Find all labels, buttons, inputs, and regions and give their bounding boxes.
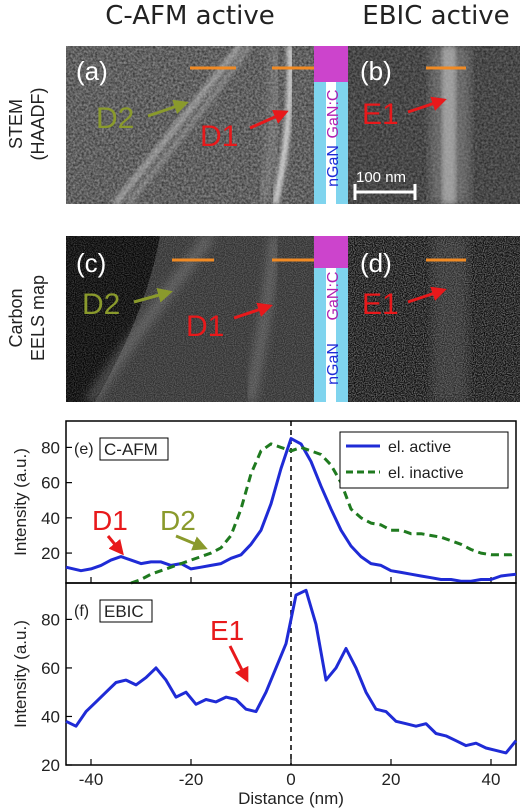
row-label-eels: Carbon EELS map (6, 275, 48, 361)
panel-c-d1-label: D1 (186, 310, 224, 343)
panel-b-image (348, 46, 520, 204)
plot-e-series (65, 437, 517, 585)
plot-f-ylabel: Intensity (a.u.) (11, 620, 30, 728)
plot-e: 20 40 60 80 (e) C-AFM el. active el. inacti… (11, 420, 517, 585)
panel-d-image (348, 236, 520, 402)
strip-bottom-white (326, 268, 336, 402)
plot-e-legend-active: el. active (388, 439, 451, 456)
panel-a-d2-label: D2 (96, 102, 134, 135)
plot-e-ytick-label-1: 40 (41, 509, 60, 528)
row-label-eels-line1: Carbon (6, 288, 26, 347)
row-label-stem: STEM (HAADF) (6, 88, 48, 161)
panel-b-e1-label: E1 (362, 98, 399, 131)
plot-f-xlabel: Distance (nm) (238, 789, 344, 808)
row-label-eels-line2: EELS map (28, 275, 48, 361)
plot-f: 20 40 60 80 -40 -20 0 20 40 (f) EBIC E1 Intensi… (11, 582, 518, 808)
plot-e-d1-arrow (106, 535, 124, 556)
plot-f-ytick-label-3: 80 (41, 610, 60, 629)
strip-top-white (326, 82, 336, 204)
panel-a-d1-label: D1 (200, 120, 238, 153)
panel-c-d1-arrow (233, 302, 273, 320)
plot-e-ytick-label-0: 20 (41, 544, 60, 563)
scalebar-label: 100 nm (356, 169, 406, 186)
panel-c-d2-label: D2 (82, 288, 120, 321)
panel-c-d2-arrow (133, 287, 173, 304)
plot-f-ytick-label-2: 60 (41, 659, 60, 678)
plot-e-legend-inactive: el. inactive (388, 465, 464, 482)
plot-f-xtick-label-2: 0 (286, 770, 295, 789)
plot-f-series (65, 588, 518, 755)
strip-top-gan-label: GaN:C (325, 90, 342, 139)
plot-f-panel-label: (f) (74, 603, 89, 620)
panel-d-label: (d) (360, 248, 392, 278)
plot-f-ytick-label-1: 40 (41, 707, 60, 726)
panel-d-e1-label: E1 (362, 288, 399, 321)
plot-f-ytick-label-0: 20 (41, 756, 60, 775)
plot-e-ylabel: Intensity (a.u.) (11, 448, 30, 556)
plot-e-tag: C-AFM (104, 440, 158, 459)
panel-b-e1-arrow (407, 96, 447, 114)
plot-f-series-0 (65, 588, 518, 755)
plot-f-e1-label: E1 (210, 615, 244, 646)
panel-b-label: (b) (360, 56, 392, 86)
plot-f-xtick-label-3: 20 (382, 770, 401, 789)
panel-a-image (66, 46, 314, 204)
strip-bottom-gan-label: GaN:C (325, 272, 342, 321)
plot-e-series-1 (130, 442, 517, 585)
row-label-stem-line2: (HAADF) (28, 88, 48, 161)
plot-e-legend-box (339, 431, 509, 489)
plot-f-xtick-label-4: 40 (482, 770, 501, 789)
plot-e-d2-label: D2 (160, 505, 196, 536)
panel-a-label: (a) (76, 56, 108, 86)
plot-e-yticks: 20 40 60 80 (41, 438, 72, 563)
strip-top-ngan-label: nGaN (325, 145, 342, 187)
panel-c-image (66, 236, 314, 402)
plot-f-yticks: 20 40 60 80 (41, 610, 72, 775)
strip-top-magenta (314, 46, 348, 82)
plot-e-ytick-label-2: 60 (41, 474, 60, 493)
panel-d-e1-arrow (407, 286, 447, 304)
panel-a-d2-arrow (147, 99, 189, 118)
header-cafm: C-AFM active (105, 1, 274, 31)
plot-f-xticks: -40 -20 0 20 40 (79, 759, 501, 789)
plot-f-xtick-label-0: -40 (79, 770, 104, 789)
plot-f-xtick-label-1: -20 (179, 770, 204, 789)
strip-bottom-ngan-label: nGaN (325, 343, 342, 385)
row-label-stem-line1: STEM (6, 99, 26, 149)
panel-c-label: (c) (76, 248, 106, 278)
plot-e-ytick-label-3: 80 (41, 438, 60, 457)
strip-bottom-magenta (314, 236, 348, 268)
plot-e-d2-arrow (175, 534, 208, 551)
plot-f-tag: EBIC (104, 602, 144, 621)
header-ebic: EBIC active (362, 1, 509, 31)
panel-a-d1-arrow (249, 110, 289, 130)
plot-f-tag-box (99, 599, 153, 623)
plot-e-series-0 (65, 437, 517, 583)
plot-e-tag-box (99, 437, 169, 461)
plot-e-d1-label: D1 (92, 505, 128, 536)
plot-f-e1-arrow (228, 645, 249, 683)
plot-e-panel-label: (e) (74, 441, 94, 458)
